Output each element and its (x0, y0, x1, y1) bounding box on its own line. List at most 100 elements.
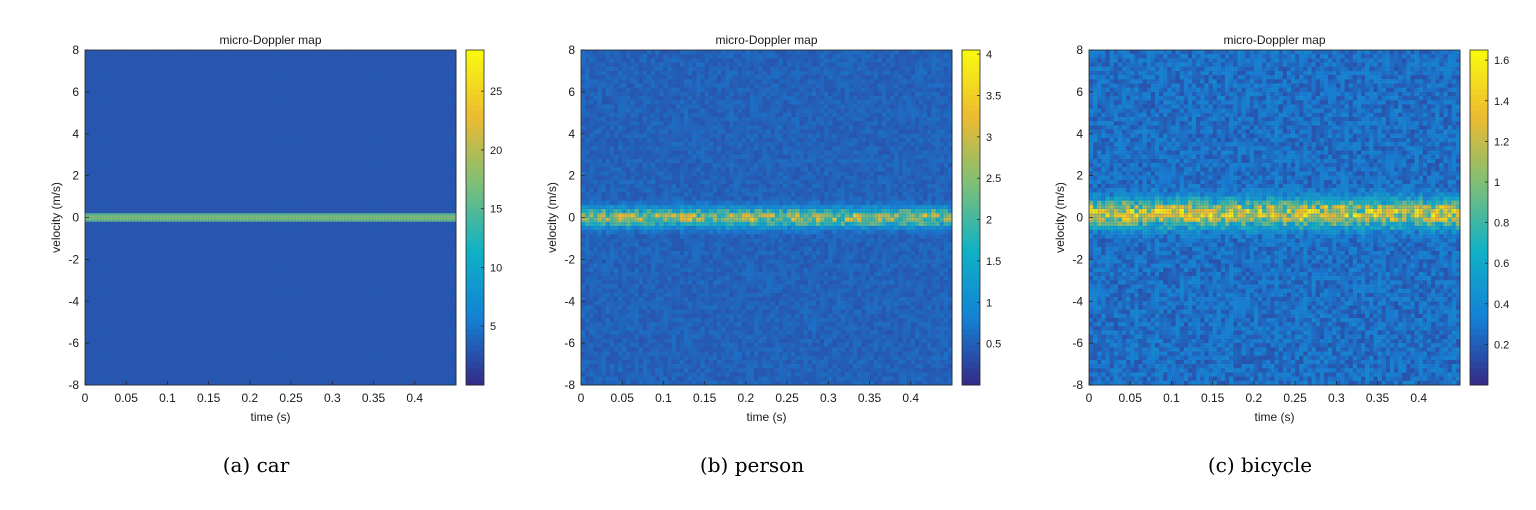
y-tick-label: -8 (68, 378, 79, 392)
y-tick-label: -4 (68, 294, 79, 308)
caption-person: (b) person (496, 453, 1008, 477)
x-tick-label: 0.4 (1410, 391, 1427, 405)
colorbar-tick-label: 5 (490, 321, 496, 333)
colorbar (466, 50, 484, 386)
x-tick-label: 0.35 (362, 391, 386, 405)
colorbar-tick-label: 10 (490, 262, 502, 274)
colorbar-frame (465, 49, 485, 386)
colorbar-tick-label: 1.5 (986, 256, 1001, 268)
colorbar-tick-label: 2 (986, 215, 992, 227)
chart-bicycle: micro-Doppler map 0 0.05 0.1 0.15 0.2 0.25 0.3 0… (1053, 33, 1509, 424)
y-tick-label: 8 (568, 43, 575, 57)
chart-title: micro-Doppler map (715, 33, 817, 47)
y-tick-label: 8 (72, 43, 79, 57)
x-tick-label: 0.1 (1163, 391, 1180, 405)
colorbar-tick-label: 4 (986, 49, 992, 61)
grid-texture (1088, 49, 1461, 386)
x-tick-label: 0 (82, 391, 89, 405)
y-tick-label: -8 (1072, 378, 1083, 392)
colorbar-tick-label: 25 (490, 86, 502, 98)
chart-car: micro-Doppler map 0 0.05 0.1 0.15 0.2 0.25 0.3 0… (49, 33, 502, 424)
colorbar-tick-label: 15 (490, 204, 502, 216)
colorbar-tick-label: 0.4 (1494, 299, 1509, 311)
chart-title: micro-Doppler map (219, 33, 321, 47)
colorbar-tick-label: 1.2 (1494, 136, 1509, 148)
y-tick-label: 8 (1076, 43, 1083, 57)
chart-person: micro-Doppler map 0 0.05 0.1 0.15 0.2 0.25 0.3 0… (545, 33, 1001, 424)
x-tick-label: 0 (1086, 391, 1093, 405)
x-tick-label: 0.35 (1366, 391, 1390, 405)
x-tick-label: 0.4 (406, 391, 423, 405)
y-tick-label: -6 (68, 336, 79, 350)
x-tick-label: 0.05 (115, 391, 139, 405)
x-tick-label: 0.4 (902, 391, 919, 405)
grid-texture (84, 49, 457, 386)
x-axis-label: time (s) (747, 410, 787, 424)
y-tick-label: -6 (564, 336, 575, 350)
y-tick-label: 4 (1076, 127, 1083, 141)
colorbar-tick-label: 1 (986, 297, 992, 309)
colorbar-tick-label: 3 (986, 132, 992, 144)
colorbar-tick-label: 3.5 (986, 90, 1001, 102)
y-tick-label: 2 (72, 169, 79, 183)
x-tick-label: 0.3 (820, 391, 837, 405)
chart-title: micro-Doppler map (1223, 33, 1325, 47)
colorbar-tick-label: 0.2 (1494, 339, 1509, 351)
colorbar (962, 50, 980, 386)
y-tick-label: 6 (1076, 85, 1083, 99)
x-tick-label: 0.1 (159, 391, 176, 405)
x-tick-label: 0.25 (279, 391, 303, 405)
y-tick-label: 2 (568, 169, 575, 183)
colorbar-frame (1469, 49, 1489, 386)
x-tick-label: 0.3 (1328, 391, 1345, 405)
x-tick-label: 0.05 (1119, 391, 1143, 405)
y-tick-label: 2 (1076, 169, 1083, 183)
y-tick-label: 6 (72, 85, 79, 99)
colorbar (1470, 50, 1488, 386)
x-axis-label: time (s) (1255, 410, 1295, 424)
x-tick-label: 0.05 (611, 391, 635, 405)
colorbar-tick-label: 20 (490, 145, 502, 157)
x-axis-label: time (s) (251, 410, 291, 424)
y-tick-label: -2 (68, 252, 79, 266)
colorbar-tick-label: 1 (1494, 177, 1500, 189)
heatmap-cells (581, 50, 953, 386)
y-tick-label: -6 (1072, 336, 1083, 350)
y-tick-label: -4 (564, 294, 575, 308)
x-tick-label: 0.35 (858, 391, 882, 405)
colorbar-frame (961, 49, 981, 386)
y-tick-label: 4 (72, 127, 79, 141)
panel-bicycle: micro-Doppler map 0 0.05 0.1 0.15 0.2 0.25 0.3 0… (1004, 0, 1516, 510)
y-axis-label: velocity (m/s) (1053, 182, 1067, 253)
colorbar-tick-label: 2.5 (986, 173, 1001, 185)
x-tick-label: 0.15 (197, 391, 221, 405)
y-tick-label: -2 (564, 252, 575, 266)
x-tick-label: 0.15 (1201, 391, 1225, 405)
y-tick-label: 4 (568, 127, 575, 141)
colorbar-tick-label: 1.6 (1494, 55, 1509, 67)
colorbar-tick-label: 1.4 (1494, 96, 1509, 108)
x-tick-label: 0 (578, 391, 585, 405)
colorbar-tick-label: 0.6 (1494, 258, 1509, 270)
y-tick-label: -8 (564, 378, 575, 392)
y-axis-label: velocity (m/s) (545, 182, 559, 253)
caption-bicycle: (c) bicycle (1004, 453, 1516, 477)
y-tick-label: 0 (1076, 211, 1083, 225)
x-tick-label: 0.3 (324, 391, 341, 405)
x-tick-label: 0.25 (775, 391, 799, 405)
grid-texture (580, 49, 953, 386)
x-tick-label: 0.15 (693, 391, 717, 405)
panel-car: micro-Doppler map 0 0.05 0.1 0.15 0.2 0.25 0.3 0… (0, 0, 512, 510)
x-tick-label: 0.1 (655, 391, 672, 405)
y-tick-label: 6 (568, 85, 575, 99)
caption-car: (a) car (0, 453, 512, 477)
x-tick-label: 0.2 (738, 391, 755, 405)
y-tick-label: 0 (72, 211, 79, 225)
colorbar-tick-label: 0.5 (986, 339, 1001, 351)
colorbar-tick-label: 0.8 (1494, 218, 1509, 230)
panel-person: micro-Doppler map 0 0.05 0.1 0.15 0.2 0.25 0.3 0… (496, 0, 1008, 510)
y-tick-label: -2 (1072, 252, 1083, 266)
x-tick-label: 0.25 (1283, 391, 1307, 405)
y-axis-label: velocity (m/s) (49, 182, 63, 253)
heatmap-cells (1089, 50, 1461, 386)
